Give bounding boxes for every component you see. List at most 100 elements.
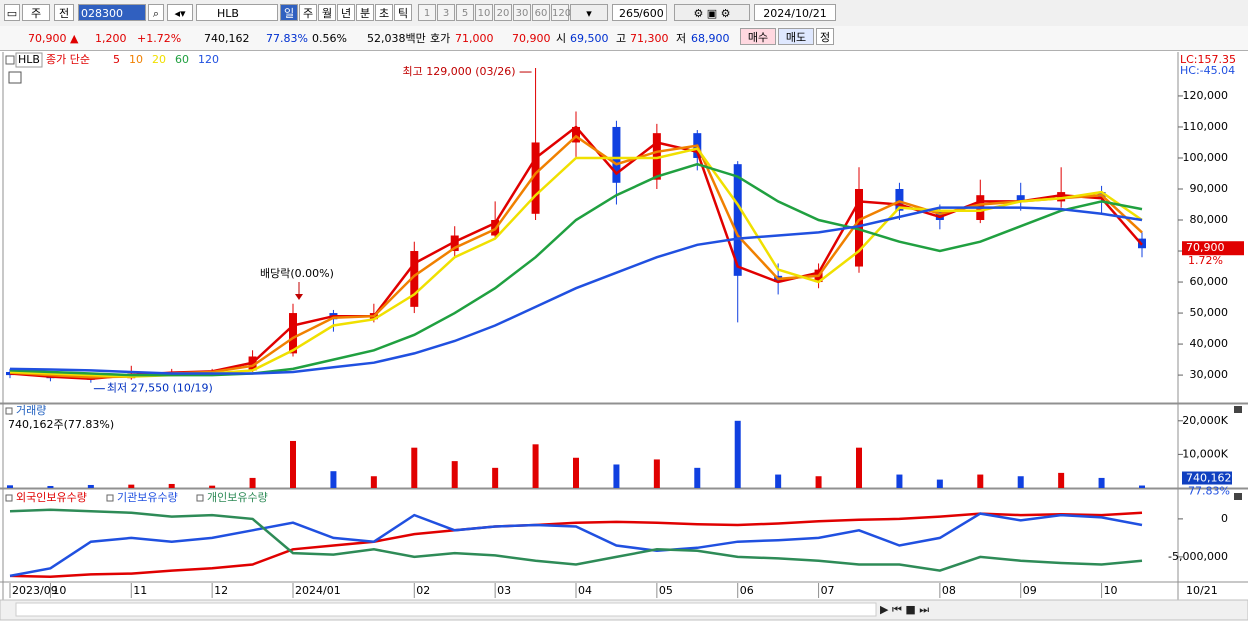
- period-button[interactable]: 년: [337, 4, 355, 21]
- volume-bar: [896, 474, 903, 488]
- order-button[interactable]: 정: [816, 28, 834, 45]
- y-tick-label: 10,000K: [1182, 447, 1228, 460]
- x-tick-label: 06: [740, 584, 754, 597]
- volume-bar: [977, 474, 984, 488]
- candle-body: [652, 133, 661, 180]
- volume-bar: [330, 471, 337, 488]
- ask: 71,000: [455, 32, 494, 45]
- last-price-box: [1182, 241, 1244, 256]
- interval-button[interactable]: 10: [475, 4, 493, 21]
- high-annotation: 최고 129,000 (03/26): [403, 65, 516, 78]
- candle-body: [1016, 195, 1025, 202]
- period-button[interactable]: 초: [375, 4, 393, 21]
- last-volume-ratio: 77.83%: [1188, 485, 1230, 498]
- volume-bar: [209, 485, 216, 488]
- interval-button[interactable]: 3: [437, 4, 455, 21]
- candle-body: [855, 188, 863, 267]
- y-tick-label: 80,000: [1190, 213, 1229, 226]
- volume-bar: [87, 484, 94, 488]
- last-volume-label: 740,162: [1186, 472, 1232, 485]
- count-input[interactable]: 265: [612, 4, 640, 21]
- change: 1,200: [95, 32, 127, 45]
- period-button[interactable]: 월: [318, 4, 336, 21]
- interval-button[interactable]: 30: [513, 4, 531, 21]
- volume-bar: [290, 440, 296, 488]
- volume-bar: [1058, 472, 1065, 488]
- y-tick-label: 50,000: [1190, 306, 1229, 319]
- order-button[interactable]: 매도: [778, 28, 814, 45]
- volume-bar: [936, 479, 943, 488]
- amount: 52,038백만: [367, 32, 426, 45]
- volume-bar: [1098, 477, 1105, 488]
- legend-icon: [196, 494, 204, 502]
- open-label: 시: [556, 32, 567, 45]
- candle-body: [733, 164, 742, 276]
- menu-icon[interactable]: ▭: [4, 4, 20, 21]
- last-price-label: 70,900: [1186, 241, 1225, 254]
- legend-icon: [5, 494, 13, 502]
- legend-icon: [5, 407, 13, 415]
- series-line: [9, 508, 1143, 572]
- interval-button[interactable]: 1: [418, 4, 436, 21]
- x-tick-label: 08: [942, 584, 956, 597]
- x-tick-label: 02: [416, 584, 430, 597]
- period-button[interactable]: 틱: [394, 4, 412, 21]
- search-button[interactable]: ⌕: [148, 4, 164, 21]
- date-input[interactable]: 2024/10/21: [754, 4, 836, 21]
- y-tick-label: 110,000: [1183, 120, 1229, 133]
- tool-icons[interactable]: ⚙ ▣ ⚙: [674, 4, 750, 21]
- last-change-label: 1.72%: [1188, 254, 1223, 267]
- low-annotation: 최저 27,550 (10/19): [107, 382, 213, 395]
- legend-title: 종가 단순: [46, 53, 90, 66]
- x-tick-label: 07: [821, 584, 835, 597]
- x-tick-label: 11: [133, 584, 147, 597]
- compare-button[interactable]: 전: [54, 4, 74, 21]
- period-button[interactable]: 주: [299, 4, 317, 21]
- bid: 70,900: [512, 32, 551, 45]
- volume-bar: [775, 474, 782, 488]
- candle-body: [612, 126, 621, 183]
- volume-bar: [168, 483, 175, 488]
- interval-button[interactable]: 120: [551, 4, 571, 21]
- y-tick-label: 40,000: [1190, 337, 1229, 350]
- series-line: [9, 125, 1143, 381]
- interval-button[interactable]: 5: [456, 4, 474, 21]
- period-button[interactable]: 분: [356, 4, 374, 21]
- legend-icon: [5, 55, 15, 65]
- view-select[interactable]: 주: [22, 4, 50, 21]
- interval-button[interactable]: 20: [494, 4, 512, 21]
- toolbar: ▭ 주 전 028300 ⌕ ◂▾ HLB 일 주 월 년 분 초 틱 1 3 5 10 20 30 60…: [0, 0, 1248, 27]
- close-icon: [1234, 493, 1242, 500]
- volume-bar: [694, 467, 701, 488]
- series-line: [9, 206, 1143, 375]
- name-input[interactable]: HLB: [196, 4, 278, 21]
- interval-select[interactable]: ▾: [570, 4, 608, 21]
- interval-button[interactable]: 60: [532, 4, 550, 21]
- order-button[interactable]: 매수: [740, 28, 776, 45]
- legend-entry: 10: [129, 53, 143, 66]
- x-tick-label: 09: [1023, 584, 1037, 597]
- legend-entry: 60: [175, 53, 189, 66]
- volume-bar: [492, 467, 499, 488]
- volume-bar: [573, 457, 579, 488]
- x-tick-label: 10: [52, 584, 66, 597]
- x-tick-label: 04: [578, 584, 592, 597]
- volume: 740,162: [204, 32, 250, 45]
- volume-bar: [653, 459, 660, 488]
- high: 71,300: [630, 32, 669, 45]
- x-tick-label: 10: [1104, 584, 1118, 597]
- series-line: [9, 162, 1143, 377]
- volume-bar: [1139, 485, 1145, 488]
- legend-entry: 5: [113, 53, 120, 66]
- legend-entry: 20: [152, 53, 166, 66]
- period-button[interactable]: 일: [280, 4, 298, 21]
- y-tick-label: 30,000: [1190, 368, 1229, 381]
- dividend-arrowhead: [295, 294, 303, 300]
- sound-button[interactable]: ◂▾: [167, 4, 193, 21]
- count-max: /600: [639, 4, 667, 21]
- y-tick-label: -5,000,000: [1168, 550, 1228, 563]
- volume-bar: [815, 476, 822, 488]
- volume-bar: [47, 485, 54, 488]
- code-input[interactable]: 028300: [78, 4, 146, 21]
- legend-icon: [106, 494, 114, 502]
